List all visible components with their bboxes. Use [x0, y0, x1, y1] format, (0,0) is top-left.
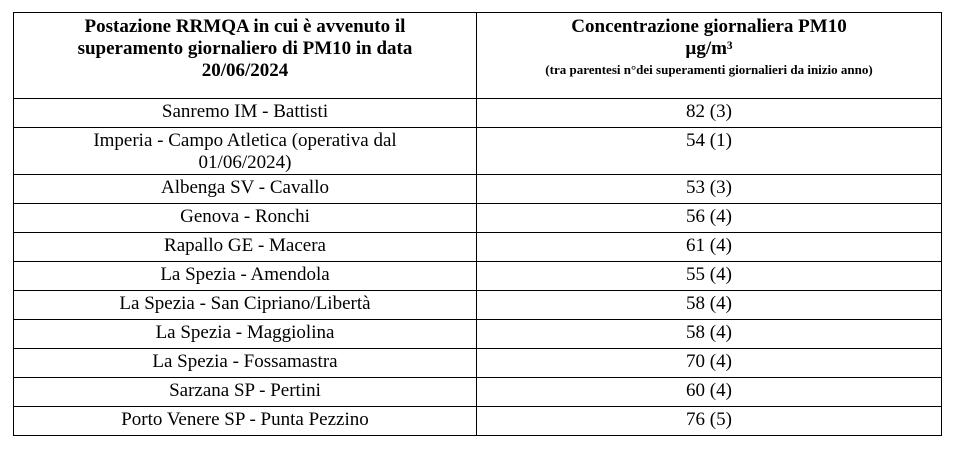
table-row: La Spezia - San Cipriano/Libertà 58 (4)	[13, 290, 942, 320]
table-row: Imperia - Campo Atletica (operativa dal …	[13, 127, 942, 175]
table-row: Porto Venere SP - Punta Pezzino 76 (5)	[13, 406, 942, 436]
table-row: Rapallo GE - Macera 61 (4)	[13, 232, 942, 262]
station-name: Genova - Ronchi	[180, 206, 310, 227]
table-row: Sarzana SP - Pertini 60 (4)	[13, 377, 942, 407]
table-cell: 53 (3)	[476, 174, 942, 204]
data-table: Postazione RRMQA in cui è avvenuto il su…	[13, 12, 942, 436]
station-name: La Spezia - San Cipriano/Libertà	[119, 293, 371, 314]
station-name: Porto Venere SP - Punta Pezzino	[121, 409, 369, 430]
concentration-value: 54 (1)	[686, 130, 732, 151]
table-cell: 56 (4)	[476, 203, 942, 233]
header-row: Postazione RRMQA in cui è avvenuto il su…	[13, 12, 942, 99]
concentration-value: 82 (3)	[686, 101, 732, 122]
header-cell: Concentrazione giornaliera PM10 µg/m³ (t…	[476, 12, 942, 99]
table-row: La Spezia - Maggiolina 58 (4)	[13, 319, 942, 349]
table-cell: 54 (1)	[476, 127, 942, 175]
table-row: Albenga SV - Cavallo 53 (3)	[13, 174, 942, 204]
concentration-value: 58 (4)	[686, 322, 732, 343]
table-cell: 58 (4)	[476, 319, 942, 349]
table-cell: Imperia - Campo Atletica (operativa dal …	[13, 127, 477, 175]
table-cell: 70 (4)	[476, 348, 942, 378]
table-cell: 61 (4)	[476, 232, 942, 262]
concentration-value: 60 (4)	[686, 380, 732, 401]
table-cell: Genova - Ronchi	[13, 203, 477, 233]
header-text: Postazione RRMQA in cui è avvenuto il su…	[77, 16, 413, 81]
table-cell: Porto Venere SP - Punta Pezzino	[13, 406, 477, 436]
station-name: Sanremo IM - Battisti	[161, 101, 329, 122]
table-body: Sanremo IM - Battisti 82 (3) Imperia - Cam…	[13, 98, 942, 436]
concentration-value: 76 (5)	[686, 409, 732, 430]
station-name: Sarzana SP - Pertini	[169, 380, 321, 401]
table-cell: La Spezia - Maggiolina	[13, 319, 477, 349]
table-cell: La Spezia - Fossamastra	[13, 348, 477, 378]
table-cell: 82 (3)	[476, 98, 942, 128]
table-cell: 58 (4)	[476, 290, 942, 320]
table-cell: Rapallo GE - Macera	[13, 232, 477, 262]
table-row: Genova - Ronchi 56 (4)	[13, 203, 942, 233]
concentration-value: 55 (4)	[686, 264, 732, 285]
table-cell: La Spezia - Amendola	[13, 261, 477, 291]
table-cell: Albenga SV - Cavallo	[13, 174, 477, 204]
station-name: Rapallo GE - Macera	[164, 235, 326, 256]
header-text: Concentrazione giornaliera PM10	[571, 16, 847, 37]
concentration-value: 61 (4)	[686, 235, 732, 256]
table-cell: 60 (4)	[476, 377, 942, 407]
table-cell: Sarzana SP - Pertini	[13, 377, 477, 407]
station-name: Imperia - Campo Atletica (operativa dal …	[93, 130, 397, 173]
concentration-value: 56 (4)	[686, 206, 732, 227]
table-cell: 76 (5)	[476, 406, 942, 436]
station-name: Albenga SV - Cavallo	[161, 177, 329, 198]
station-name: La Spezia - Maggiolina	[155, 322, 335, 343]
concentration-value: 70 (4)	[686, 351, 732, 372]
concentration-value: 53 (3)	[686, 177, 732, 198]
header-cell: Postazione RRMQA in cui è avvenuto il su…	[13, 12, 477, 99]
table-row: Sanremo IM - Battisti 82 (3)	[13, 98, 942, 128]
header-note: (tra parentesi n°dei superamenti giornal…	[545, 62, 873, 77]
table-cell: Sanremo IM - Battisti	[13, 98, 477, 128]
table-row: La Spezia - Fossamastra 70 (4)	[13, 348, 942, 378]
table-cell: 55 (4)	[476, 261, 942, 291]
header-unit: µg/m³	[685, 38, 733, 59]
table-row: La Spezia - Amendola 55 (4)	[13, 261, 942, 291]
table-cell: La Spezia - San Cipriano/Libertà	[13, 290, 477, 320]
station-name: La Spezia - Fossamastra	[152, 351, 338, 372]
concentration-value: 58 (4)	[686, 293, 732, 314]
station-name: La Spezia - Amendola	[160, 264, 330, 285]
